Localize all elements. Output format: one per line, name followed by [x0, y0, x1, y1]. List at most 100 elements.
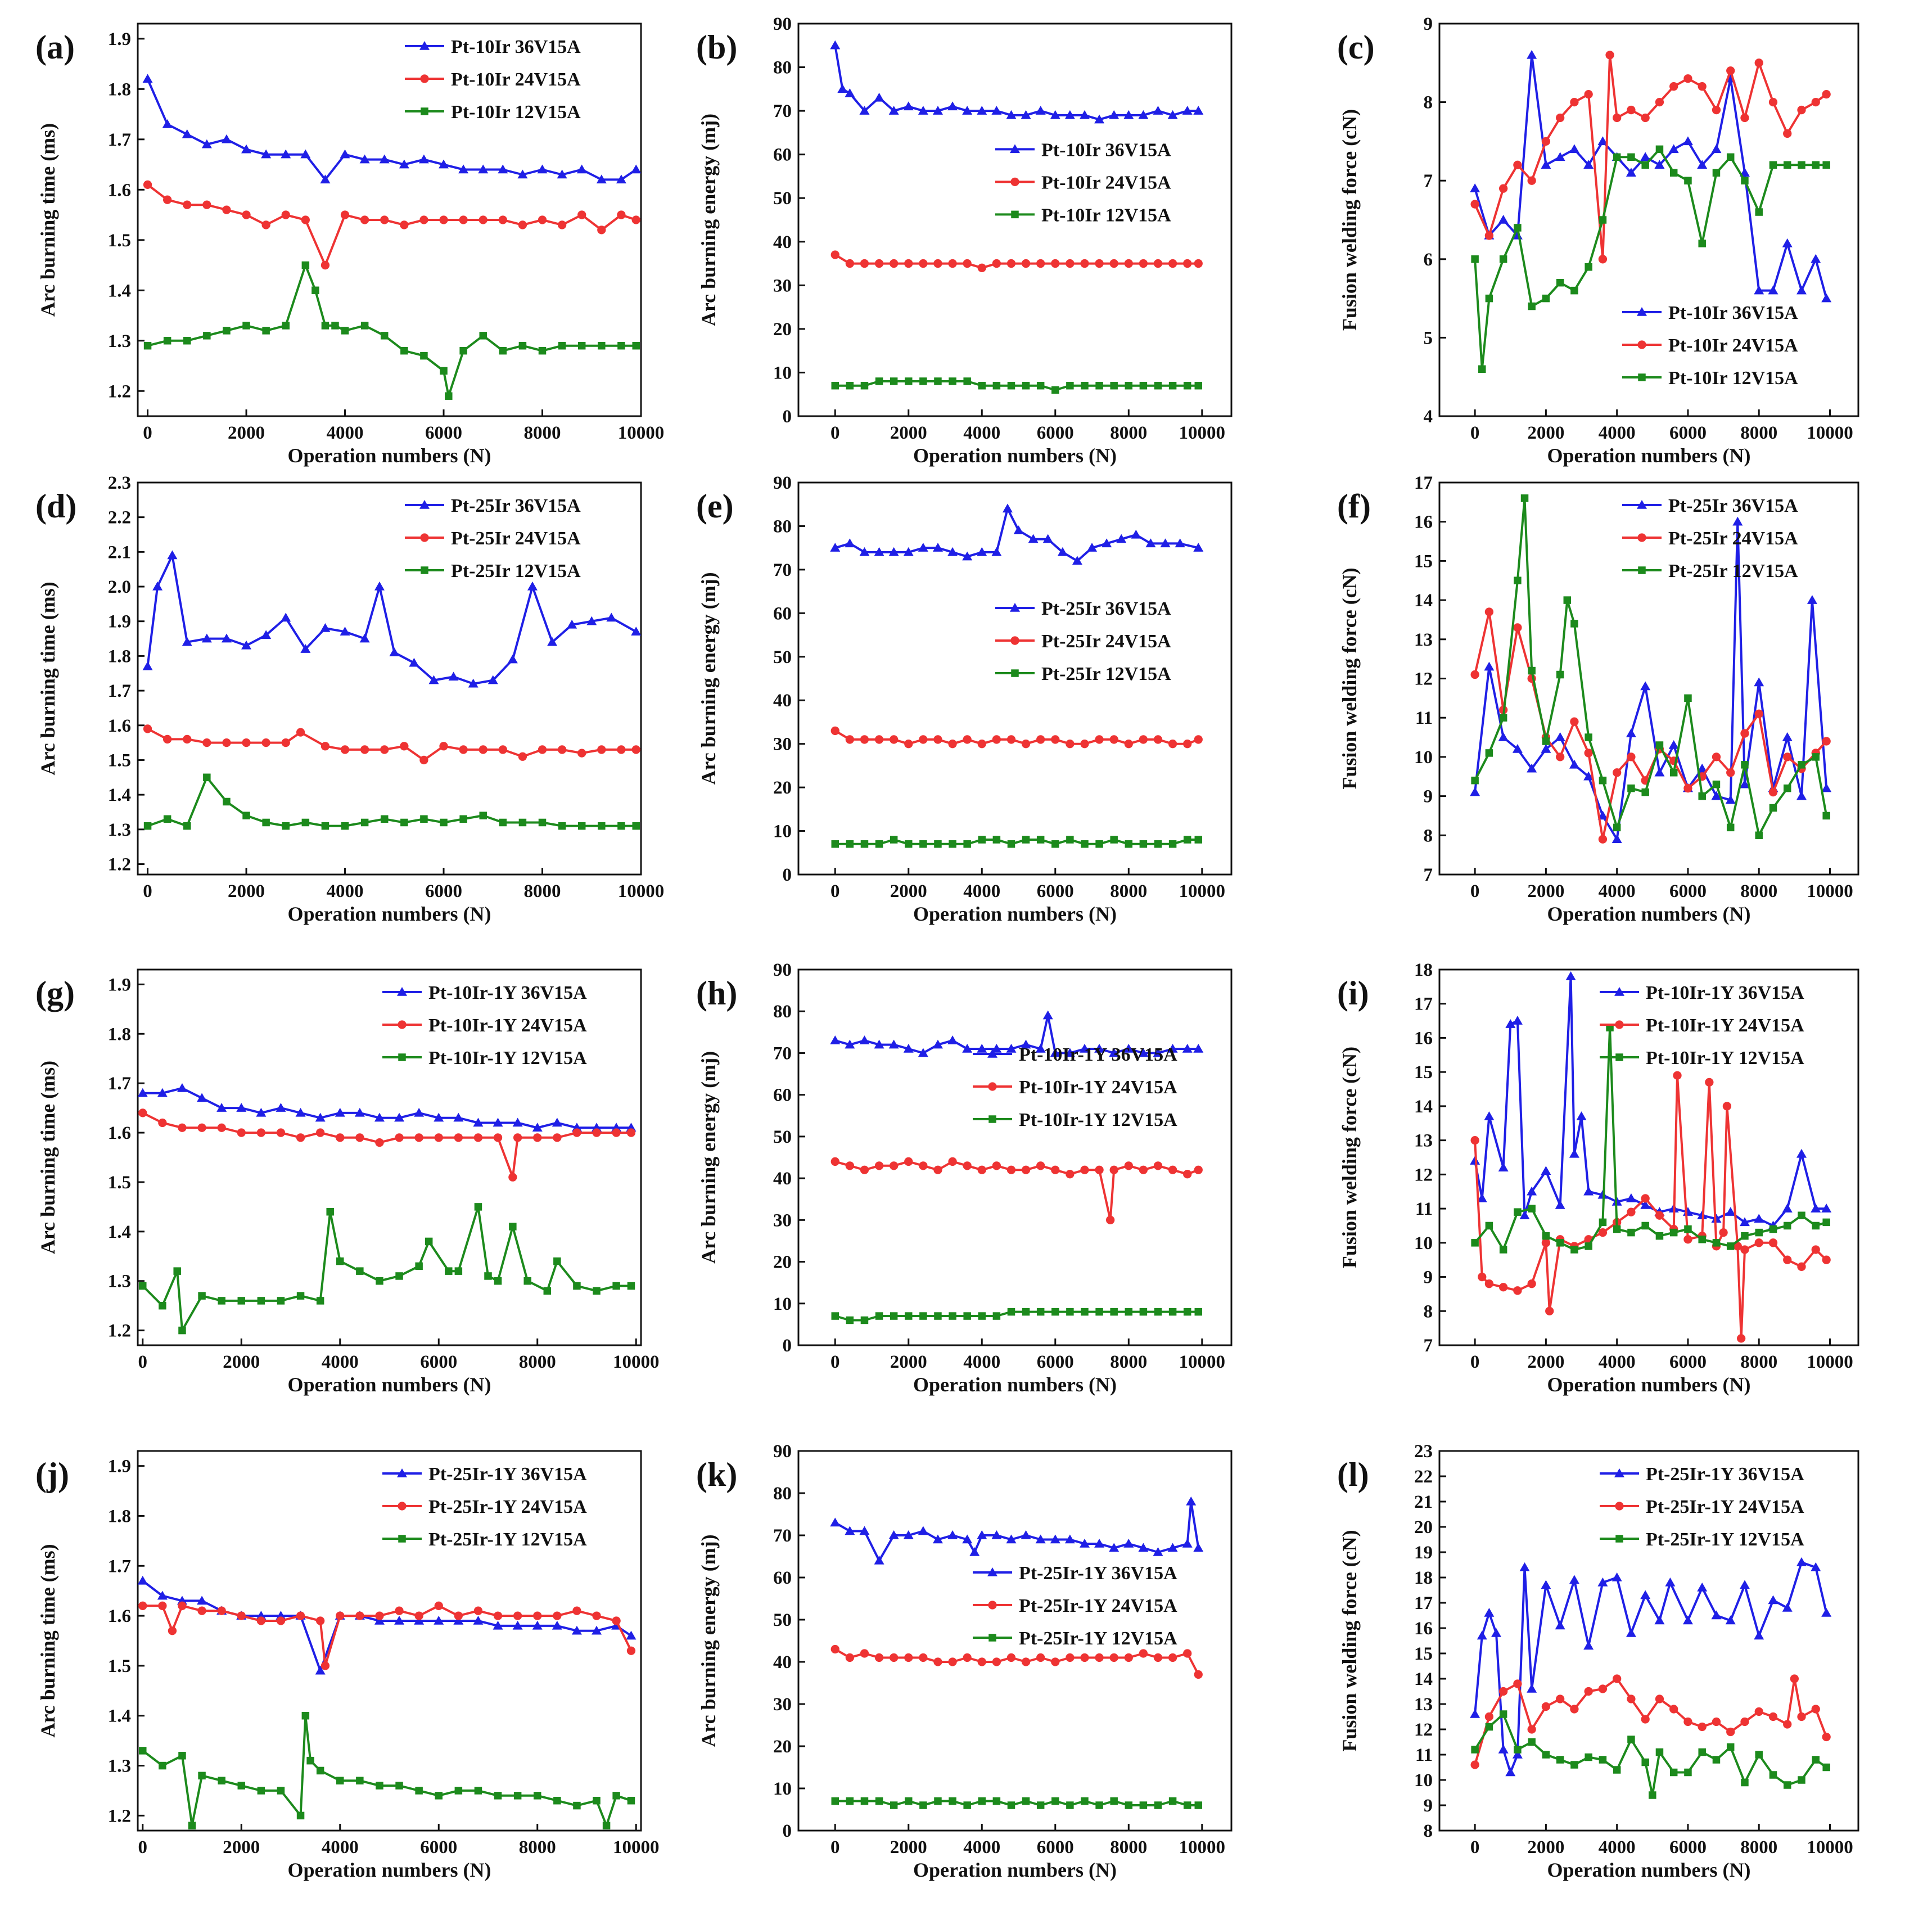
data-point [321, 260, 330, 270]
x-tick-label: 2000 [223, 1352, 260, 1372]
data-point [1051, 1797, 1059, 1805]
x-tick-label: 10000 [1807, 1837, 1853, 1858]
data-point [932, 1534, 943, 1544]
data-point [978, 1797, 986, 1805]
data-point [949, 377, 956, 385]
y-tick-label: 20 [773, 1252, 792, 1273]
data-point [1741, 177, 1749, 184]
data-point [445, 392, 453, 400]
data-point [1726, 1242, 1735, 1250]
data-point [991, 547, 1002, 556]
data-point [992, 259, 1001, 268]
data-point [860, 1165, 869, 1174]
data-point [1569, 144, 1579, 154]
data-point [978, 1312, 986, 1320]
data-point [1768, 285, 1778, 295]
data-point [415, 1262, 423, 1270]
x-tick-label: 10000 [613, 1352, 660, 1372]
data-point [991, 106, 1002, 115]
data-point [296, 1811, 305, 1820]
x-tick-label: 0 [830, 1352, 840, 1372]
data-point [1754, 709, 1763, 718]
x-tick-label: 4000 [963, 881, 1000, 902]
data-point [962, 1044, 973, 1053]
series-s12 [831, 1308, 1203, 1324]
data-point [142, 661, 153, 670]
data-point [1807, 595, 1817, 604]
data-point [1641, 161, 1649, 169]
data-point [992, 836, 1001, 844]
data-point [459, 815, 467, 823]
data-point [356, 1267, 364, 1275]
data-point [459, 745, 468, 754]
data-point [918, 1048, 928, 1057]
series-s12 [139, 1203, 635, 1335]
data-point [1154, 381, 1162, 390]
series-s24 [830, 250, 1203, 272]
data-point [414, 1615, 425, 1625]
panel-label: (a) [35, 29, 75, 66]
data-point [1154, 840, 1162, 848]
data-point [918, 1526, 928, 1535]
data-point [434, 1112, 444, 1122]
chart-panel-k: (k) 0 2000 4000 6000 8000 10000 0 10 20 30 40 50 60 70… [696, 1441, 1233, 1881]
data-point [830, 1035, 841, 1044]
series-s12 [143, 261, 640, 400]
legend-entry: Pt-10Ir-1Y 24V15A [428, 1015, 587, 1036]
data-point [1821, 783, 1832, 792]
data-point [1613, 823, 1621, 832]
data-point [1484, 1279, 1494, 1288]
data-point [335, 1107, 345, 1117]
data-point [518, 220, 527, 229]
data-point [360, 745, 369, 754]
legend: Pt-10Ir 36V15A Pt-10Ir 24V15A Pt-10Ir 12V1… [995, 139, 1171, 226]
data-point [1193, 1543, 1204, 1552]
data-point [341, 327, 349, 335]
data-point [845, 1526, 855, 1535]
data-point [380, 745, 389, 754]
data-point [1194, 836, 1203, 844]
data-point [934, 1797, 942, 1805]
data-point [374, 582, 385, 591]
series-s12 [139, 1711, 635, 1829]
x-tick-label: 8000 [1110, 881, 1147, 902]
data-point [221, 633, 232, 643]
data-point [217, 1606, 226, 1615]
data-point [1051, 735, 1060, 744]
data-point [1739, 1217, 1750, 1227]
data-point [1145, 538, 1156, 548]
data-point [1139, 1801, 1148, 1809]
data-point [1821, 1608, 1832, 1617]
series-s12 [831, 377, 1203, 394]
data-point [178, 1326, 186, 1335]
data-point [1570, 1705, 1579, 1714]
data-point [1712, 780, 1721, 788]
y-tick-label: 7 [1424, 1336, 1433, 1356]
data-point [845, 735, 855, 744]
data-point [1153, 106, 1163, 115]
data-point [360, 215, 369, 224]
data-point [949, 1312, 956, 1320]
x-axis-title: Operation numbers (N) [913, 1373, 1117, 1396]
data-point [1726, 768, 1735, 777]
data-point [241, 144, 252, 154]
data-point [1640, 1590, 1651, 1599]
data-point [1021, 259, 1031, 268]
data-point [256, 1128, 266, 1137]
series-s36 [142, 550, 642, 688]
data-point [1080, 1653, 1089, 1662]
data-point [1541, 743, 1551, 753]
data-point [1683, 1235, 1692, 1244]
data-point [1565, 971, 1576, 980]
y-tick-label: 16 [1414, 512, 1433, 533]
data-point [963, 1653, 972, 1662]
data-point [152, 582, 163, 591]
data-point [538, 215, 547, 224]
data-point [415, 1787, 423, 1795]
data-point [1035, 1044, 1046, 1053]
data-point [1021, 1039, 1031, 1049]
data-point [1754, 58, 1763, 67]
data-point [1739, 1580, 1750, 1589]
data-point [1541, 1580, 1551, 1589]
data-point [1066, 1653, 1075, 1662]
